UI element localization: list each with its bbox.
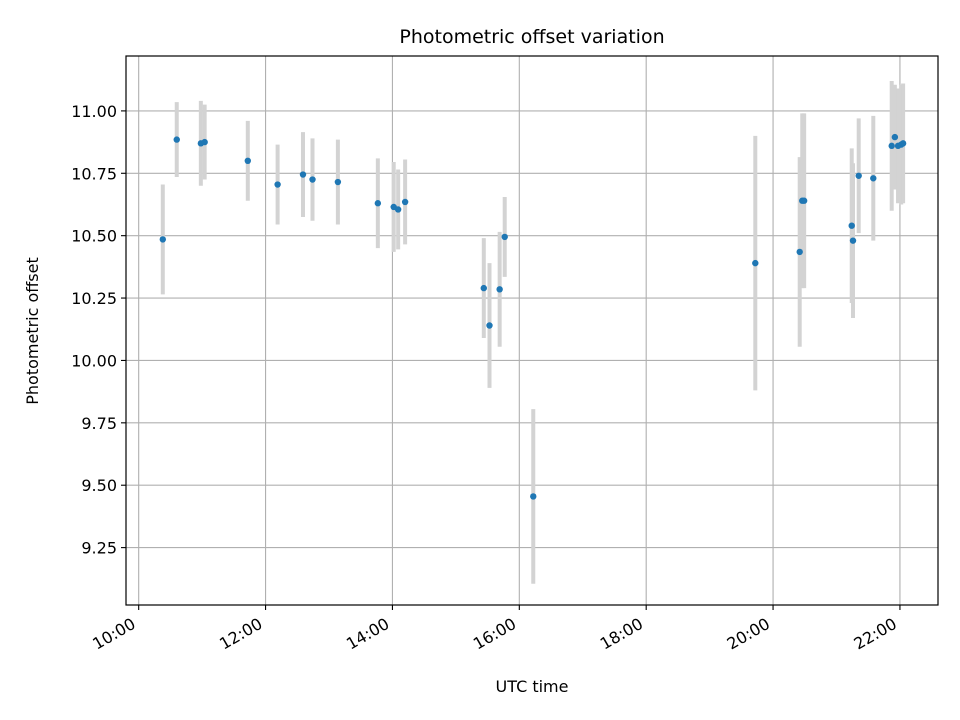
y-axis-label: Photometric offset (23, 257, 42, 405)
data-point (486, 322, 493, 329)
data-point (159, 236, 166, 243)
y-tick-label: 9.25 (81, 539, 117, 558)
data-point (855, 172, 862, 179)
data-point (800, 197, 808, 204)
data-point (496, 286, 503, 293)
data-point (374, 200, 382, 207)
y-tick-label: 11.00 (71, 102, 117, 121)
plot-frame (125, 55, 939, 606)
data-point (848, 222, 855, 229)
data-point (899, 140, 907, 147)
data-point (849, 237, 857, 244)
data-point (752, 259, 759, 267)
data-point (173, 136, 180, 143)
data-point (480, 284, 487, 292)
y-tick-label: 9.50 (81, 476, 117, 495)
data-point (888, 142, 895, 150)
data-points (159, 133, 907, 500)
data-point (244, 157, 251, 165)
y-tick-label: 10.75 (71, 164, 117, 183)
chart-title: Photometric offset variation (399, 26, 664, 48)
data-point (401, 198, 409, 206)
data-point (530, 493, 537, 500)
y-axis-ticks: 9.25 9.50 9.75 10.00 10.25 10.50 10.75 11.00 (71, 102, 126, 558)
data-point (274, 181, 281, 188)
data-point (309, 176, 316, 183)
data-point (394, 206, 402, 213)
data-point (796, 248, 803, 256)
data-point (201, 138, 208, 146)
y-tick-label: 10.00 (71, 351, 117, 370)
data-point (299, 171, 307, 178)
x-axis-label: UTC time (496, 677, 569, 696)
y-tick-label: 10.25 (71, 289, 117, 308)
data-point (334, 178, 342, 186)
data-point (501, 233, 508, 241)
y-tick-label: 9.75 (81, 414, 117, 433)
data-point (891, 133, 899, 141)
y-tick-label: 10.50 (71, 227, 117, 246)
data-point (870, 175, 877, 182)
